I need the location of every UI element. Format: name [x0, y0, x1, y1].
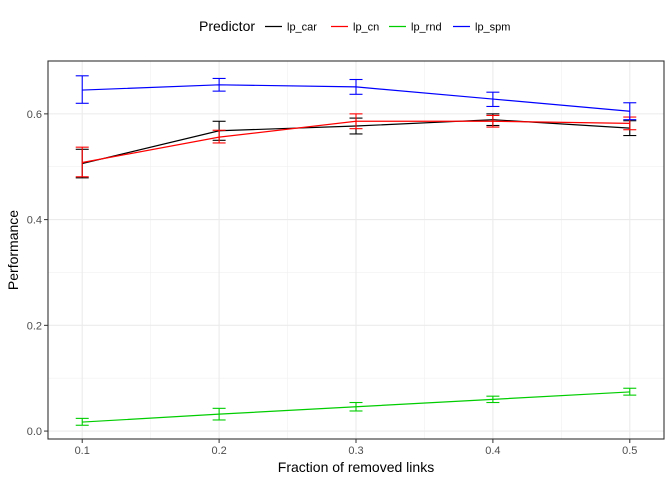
legend-title: Predictor: [199, 18, 255, 34]
y-axis-title: Performance: [5, 210, 21, 290]
legend-item-lp_cn: lp_cn: [331, 22, 379, 34]
series-lp_rnd: [75, 387, 637, 426]
x-axis: 0.1 0.2 0.3 0.4 0.5: [75, 439, 637, 457]
x-tick-label: 0.2: [211, 445, 226, 457]
series-layer: [75, 75, 637, 426]
legend-label-lp_car: lp_car: [287, 22, 317, 34]
legend-label-lp_rnd: lp_rnd: [411, 22, 442, 34]
legend-label-lp_cn: lp_cn: [353, 22, 379, 34]
series-lp_spm: [75, 75, 637, 121]
y-tick-label: 0.4: [27, 215, 42, 227]
legend-item-lp_car: lp_car: [265, 22, 317, 34]
x-axis-title: Fraction of removed links: [278, 459, 434, 475]
legend-item-lp_rnd: lp_rnd: [389, 22, 442, 34]
x-tick-label: 0.4: [485, 445, 500, 457]
series-line-lp_spm: [82, 84, 630, 112]
series-line-lp_rnd: [82, 391, 630, 423]
legend: Predictor lp_car lp_cn lp_rnd lp_spm: [199, 18, 510, 34]
legend-item-lp_spm: lp_spm: [453, 22, 510, 34]
x-tick-label: 0.3: [348, 445, 363, 457]
y-tick-label: 0.6: [27, 109, 42, 121]
y-tick-label: 0.0: [27, 426, 42, 438]
x-tick-label: 0.5: [622, 445, 637, 457]
y-axis: 0.0 0.2 0.4 0.6: [27, 109, 48, 438]
series-lp_cn: [75, 113, 637, 178]
legend-label-lp_spm: lp_spm: [475, 22, 510, 34]
legend-items: lp_car lp_cn lp_rnd lp_spm: [265, 22, 510, 34]
x-tick-label: 0.1: [75, 445, 90, 457]
series-line-lp_cn: [82, 120, 630, 164]
y-tick-label: 0.2: [27, 320, 42, 332]
